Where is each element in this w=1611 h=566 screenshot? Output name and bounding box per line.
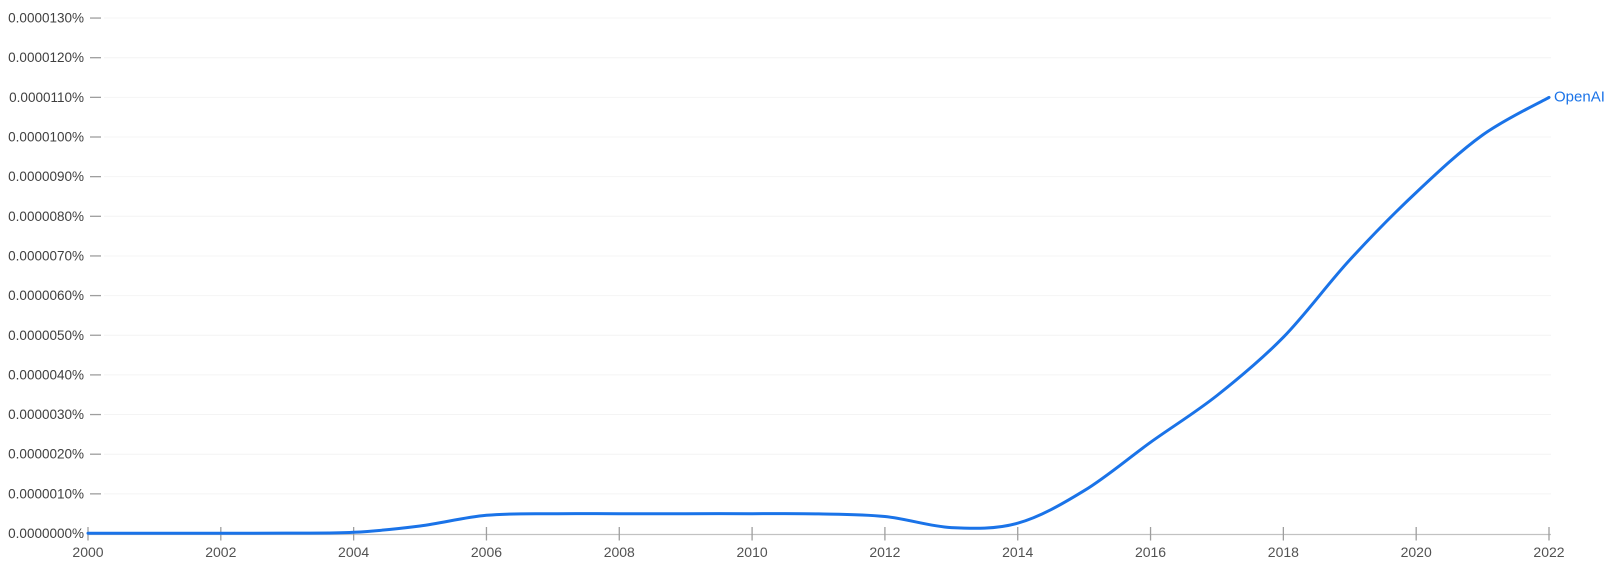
x-axis-label: 2020 <box>1401 544 1432 560</box>
y-axis-label: 0.0000090% <box>8 169 84 184</box>
x-axis-label: 2008 <box>604 544 635 560</box>
series-line-openai[interactable] <box>86 95 1551 535</box>
gridlines <box>104 17 1551 495</box>
x-axis-label: 2006 <box>471 544 502 560</box>
series-label-openai[interactable]: OpenAI <box>1554 88 1605 105</box>
x-axis-label: 2000 <box>72 544 103 560</box>
y-axis-label: 0.0000110% <box>9 90 84 105</box>
y-axis-label: 0.0000000% <box>8 526 84 541</box>
x-axis-label: 2004 <box>338 544 369 560</box>
y-axis-label: 0.0000040% <box>8 367 84 382</box>
y-axis-label: 0.0000060% <box>8 288 84 303</box>
y-axis-label: 0.0000030% <box>8 407 84 422</box>
x-axis-label: 2010 <box>737 544 768 560</box>
y-axis-label: 0.0000120% <box>8 50 84 65</box>
y-axis: 0.0000000% 0.0000010% 0.0000020% 0.0000030%… <box>8 11 101 541</box>
x-axis: 2000 2002 2004 2006 2008 2010 2012 2014 2016 2018… <box>72 527 1565 560</box>
x-axis-label: 2014 <box>1002 544 1033 560</box>
y-axis-label: 0.0000020% <box>8 447 84 462</box>
y-axis-label: 0.0000100% <box>8 130 84 145</box>
x-axis-label: 2018 <box>1268 544 1299 560</box>
x-axis-label: 2002 <box>205 544 236 560</box>
y-axis-label: 0.0000070% <box>8 248 84 263</box>
y-axis-label: 0.0000130% <box>8 11 84 26</box>
y-axis-label: 0.0000010% <box>8 486 84 501</box>
x-axis-label: 2016 <box>1135 544 1166 560</box>
y-axis-label: 0.0000080% <box>8 209 84 224</box>
x-axis-label: 2022 <box>1533 544 1564 560</box>
x-axis-label: 2012 <box>869 544 900 560</box>
y-axis-label: 0.0000050% <box>8 328 84 343</box>
